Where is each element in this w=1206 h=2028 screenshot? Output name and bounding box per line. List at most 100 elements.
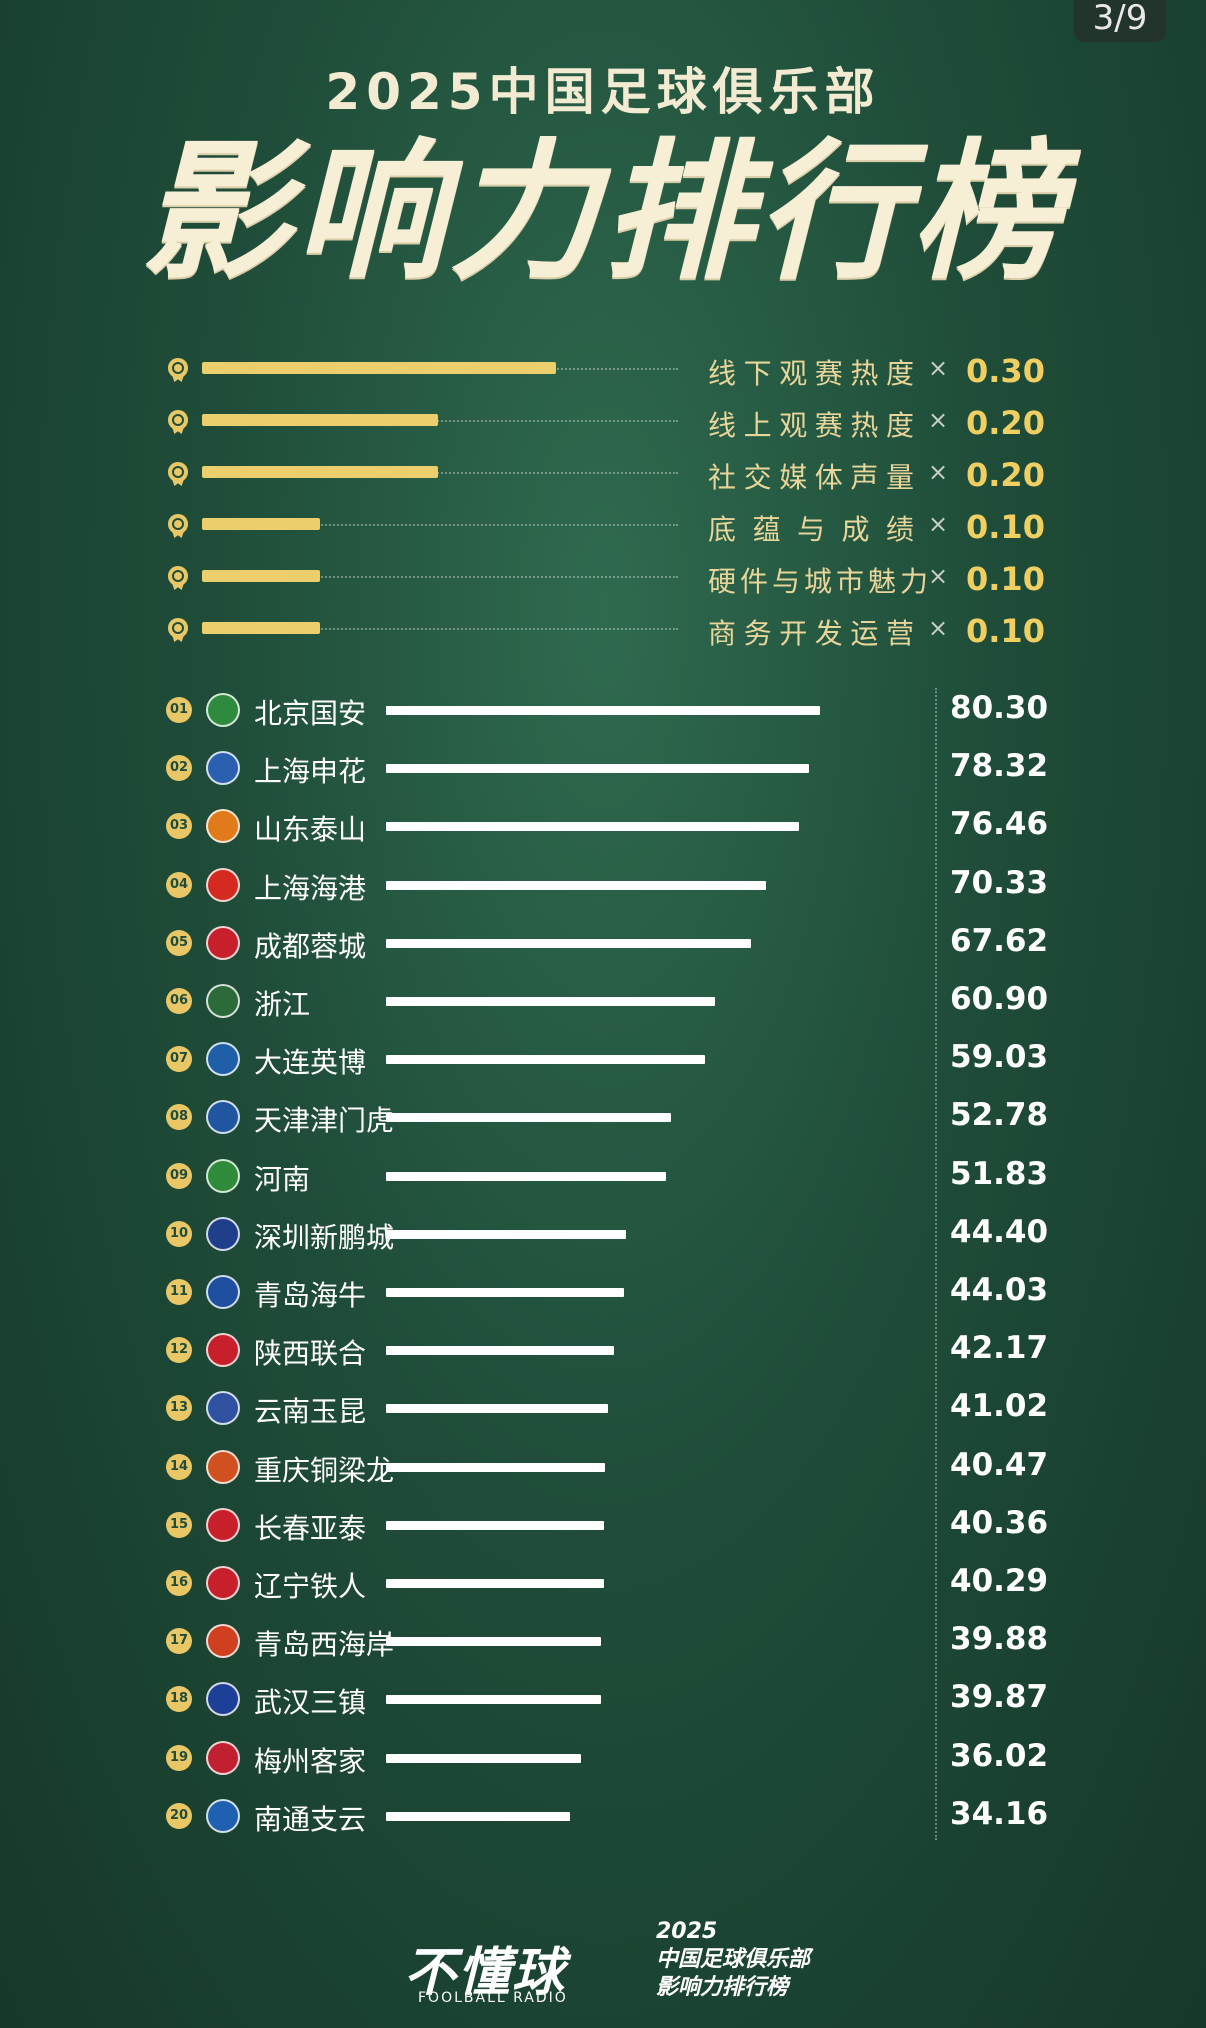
club-name: 浙江 (254, 988, 311, 1021)
club-badge-icon (206, 693, 240, 727)
rank-number: 15 (166, 1512, 192, 1538)
club-badge-icon (206, 1042, 240, 1076)
club-name: 云南玉昆 (254, 1395, 367, 1428)
club-badge-icon (206, 1100, 240, 1134)
weight-value: 0.20 (966, 404, 1045, 442)
rank-number: 04 (166, 872, 192, 898)
rank-number: 17 (166, 1628, 192, 1654)
club-name: 青岛西海岸 (254, 1628, 395, 1661)
weight-row: 线下观赛热度 × 0.30 (168, 352, 1045, 390)
score-bar (386, 881, 766, 890)
club-badge-icon (206, 1799, 240, 1833)
ranking-row: 15 长春亚泰 40.36 (166, 1505, 1049, 1545)
weight-track (202, 628, 678, 630)
weight-label: 社交媒体声量 (708, 461, 918, 494)
club-badge-icon (206, 868, 240, 902)
club-name: 上海海港 (254, 872, 367, 905)
club-name: 武汉三镇 (254, 1686, 367, 1719)
club-badge-icon (206, 1333, 240, 1367)
medal-icon (168, 514, 188, 534)
club-name: 深圳新鹏城 (254, 1221, 395, 1254)
ranking-row: 17 青岛西海岸 39.88 (166, 1621, 1049, 1661)
score-bar (386, 706, 820, 715)
score-bar (386, 822, 799, 831)
score-label: 59.03 (950, 1039, 1049, 1075)
multiply-sign: × (928, 562, 949, 590)
score-bar (386, 997, 715, 1006)
club-name: 长春亚泰 (254, 1512, 367, 1545)
score-label: 36.02 (950, 1738, 1049, 1774)
ranking-row: 18 武汉三镇 39.87 (166, 1679, 1048, 1719)
rank-number: 01 (166, 697, 192, 723)
weight-track (202, 524, 678, 526)
club-name: 南通支云 (254, 1803, 367, 1836)
score-bar (386, 1346, 614, 1355)
weight-bar (202, 362, 556, 374)
score-label: 40.47 (950, 1447, 1049, 1483)
weight-row: 线上观赛热度 × 0.20 (168, 404, 1045, 442)
score-label: 40.36 (950, 1505, 1049, 1541)
score-bar (386, 1812, 570, 1821)
club-badge-icon (206, 926, 240, 960)
medal-icon (168, 358, 188, 378)
score-bar (386, 1754, 581, 1763)
footer-line3: 影响力排行榜 (656, 1975, 789, 2000)
weight-track (202, 420, 678, 422)
footer-line2: 中国足球俱乐部 (656, 1947, 811, 1972)
club-badge-icon (206, 1508, 240, 1542)
multiply-sign: × (928, 406, 949, 434)
rank-number: 07 (166, 1046, 192, 1072)
club-name: 辽宁铁人 (254, 1570, 367, 1603)
score-bar (386, 1463, 605, 1472)
score-bar (386, 1695, 601, 1704)
weight-value: 0.10 (966, 560, 1045, 598)
club-name: 山东泰山 (254, 813, 367, 846)
rank-number: 13 (166, 1395, 192, 1421)
score-bar (386, 1055, 705, 1064)
ranking-row: 19 梅州客家 36.02 (166, 1738, 1049, 1778)
score-bar (386, 1579, 604, 1588)
club-badge-icon (206, 1566, 240, 1600)
score-label: 60.90 (950, 981, 1049, 1017)
weight-value: 0.10 (966, 508, 1045, 546)
page-counter: 3/9 (1074, 0, 1166, 42)
medal-icon (168, 462, 188, 482)
club-name: 大连英博 (254, 1046, 367, 1079)
ranking-row: 08 天津津门虎 52.78 (166, 1097, 1048, 1137)
medal-icon (168, 410, 188, 430)
medal-icon (168, 618, 188, 638)
score-bar (386, 1637, 601, 1646)
weight-track (202, 472, 678, 474)
score-bar (386, 1113, 671, 1122)
ranking-row: 01 北京国安 80.30 (166, 690, 1049, 730)
footer-year: 2025 (656, 1919, 718, 1944)
weight-label: 商务开发运营 (708, 617, 918, 650)
multiply-sign: × (928, 614, 949, 642)
page-title: 影响力排行榜 (140, 126, 1065, 300)
weight-label: 线下观赛热度 (708, 357, 918, 390)
score-label: 44.03 (950, 1272, 1049, 1308)
rank-number: 08 (166, 1104, 192, 1130)
multiply-sign: × (928, 354, 949, 382)
weight-label: 线上观赛热度 (708, 409, 918, 442)
score-label: 70.33 (950, 865, 1049, 901)
score-label: 80.30 (950, 690, 1049, 726)
ranking-row: 12 陕西联合 42.17 (166, 1330, 1048, 1370)
club-badge-icon (206, 1624, 240, 1658)
score-label: 39.88 (950, 1621, 1049, 1657)
club-name: 成都蓉城 (254, 930, 367, 963)
club-name: 青岛海牛 (254, 1279, 367, 1312)
club-badge-icon (206, 1275, 240, 1309)
club-badge-icon (206, 1217, 240, 1251)
weight-track (202, 576, 678, 578)
rank-number: 12 (166, 1337, 192, 1363)
weight-value: 0.10 (966, 612, 1045, 650)
club-name: 北京国安 (254, 697, 367, 730)
weight-row: 社交媒体声量 × 0.20 (168, 456, 1045, 494)
club-name: 重庆铜梁龙 (254, 1454, 395, 1487)
score-bar (386, 939, 751, 948)
weight-label: 硬件与城市魅力 (708, 565, 933, 598)
score-bar (386, 1230, 626, 1239)
score-bar (386, 1404, 608, 1413)
multiply-sign: × (928, 510, 949, 538)
